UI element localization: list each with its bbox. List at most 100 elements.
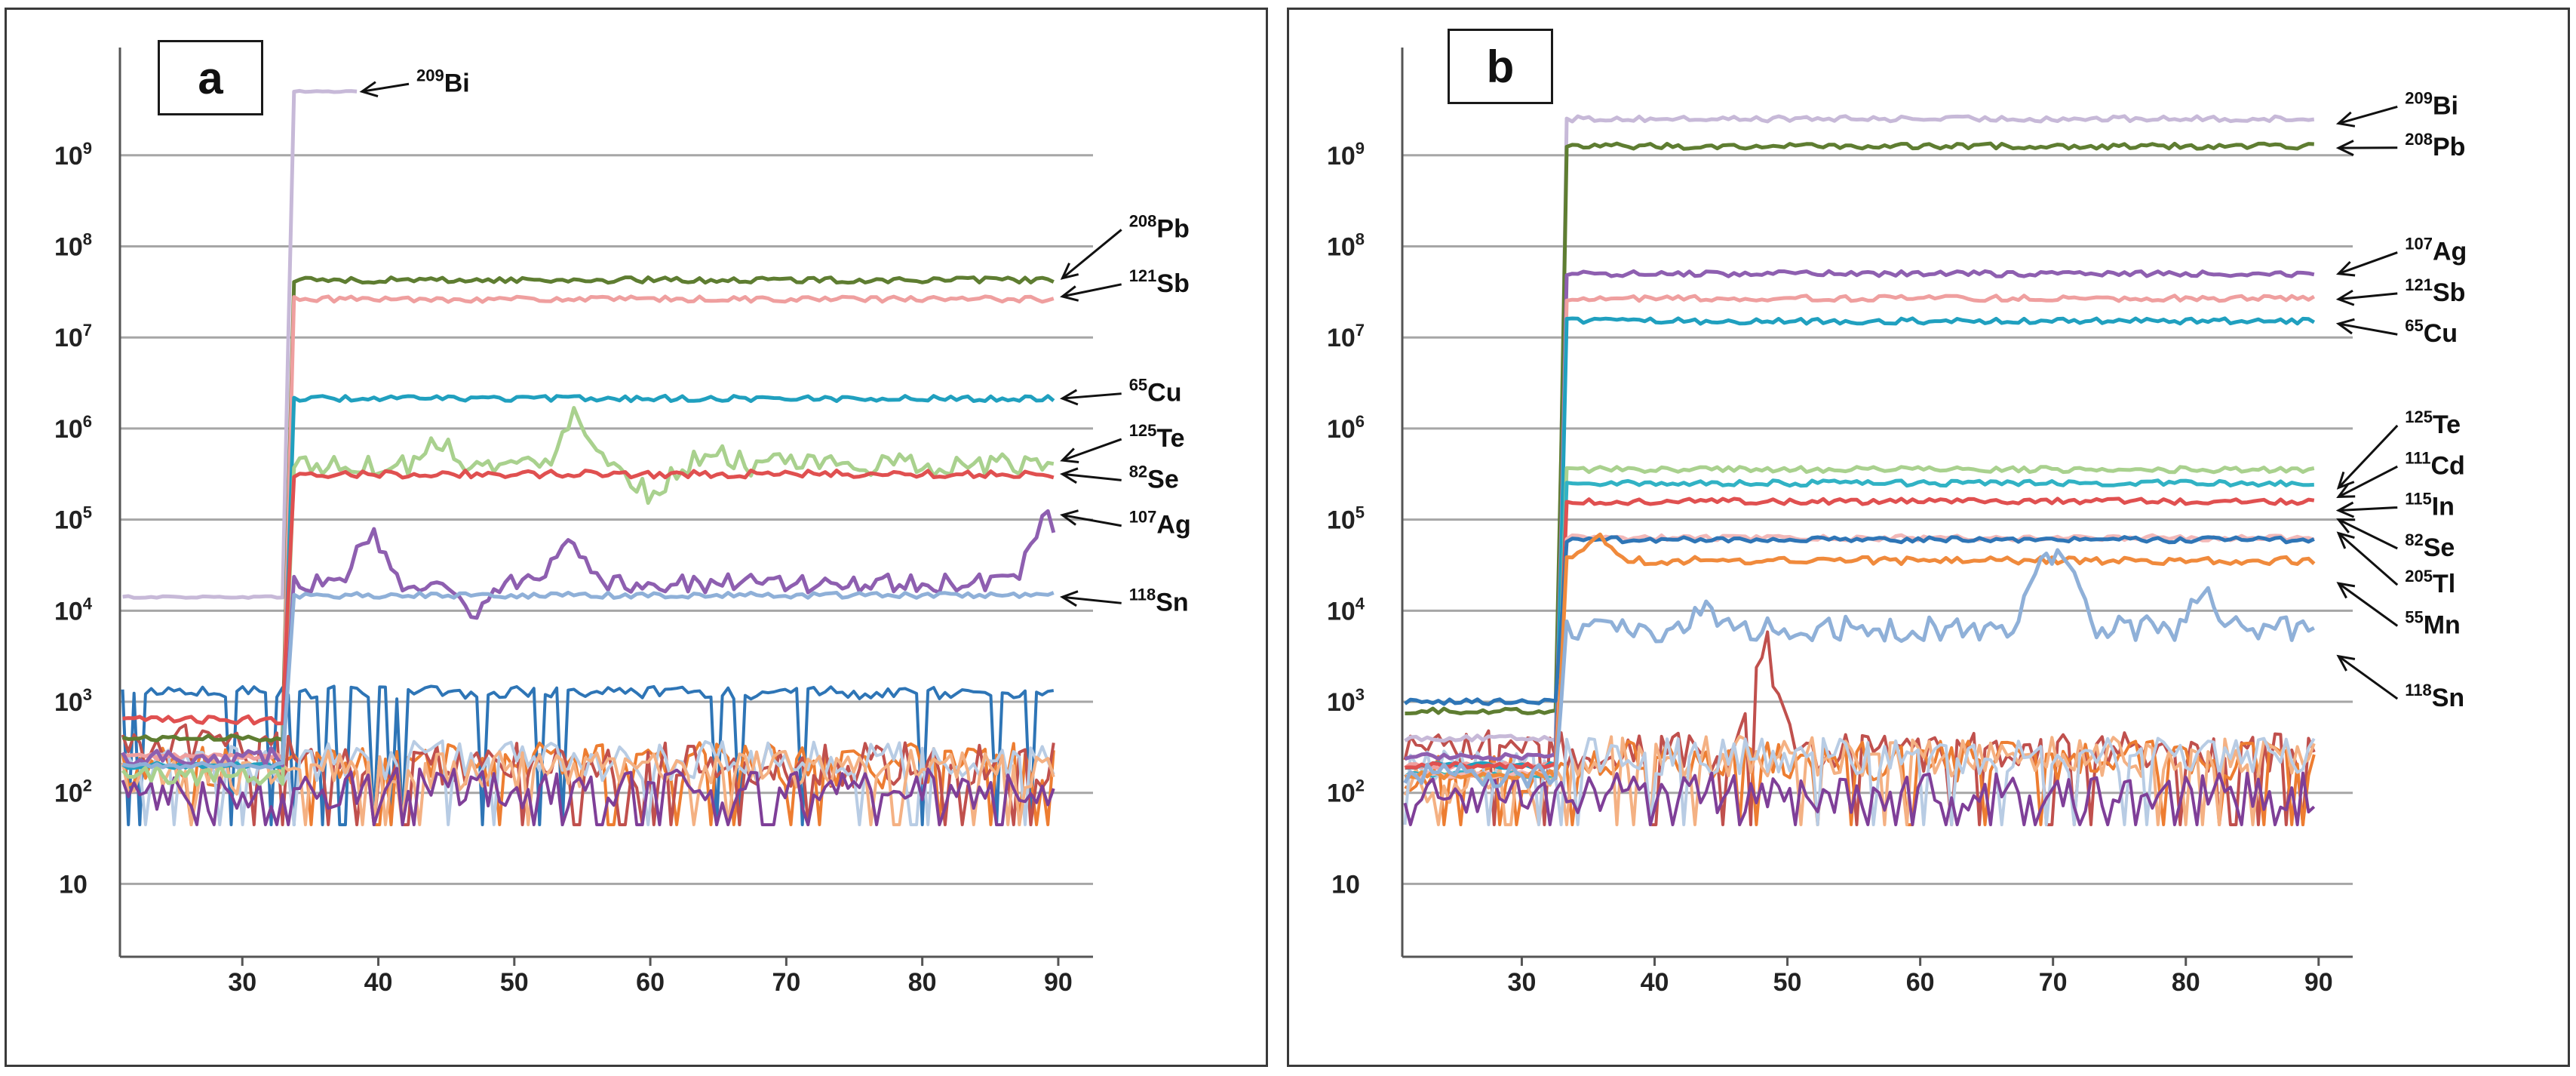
series-line-205Tl [1404,535,2315,706]
annotation-arrow [2338,106,2398,125]
x-tick-label: 40 [364,968,393,997]
annotation-107Ag: 107Ag [1060,508,1191,540]
annotation-label: 125Te [2405,407,2461,439]
annotation-118Sn: 118Sn [1059,585,1189,616]
annotation-label: 118Sn [1129,585,1189,616]
series-line-118Sn [1403,548,2315,789]
annotation-arrowhead [2336,654,2356,672]
annotation-arrow [2338,518,2398,550]
annotation-arrowhead [2335,501,2355,518]
y-tick-label: 105 [54,503,92,535]
x-tick-label: 60 [1906,968,1935,997]
y-tick-label: 109 [54,139,92,171]
annotation-arrowhead [1060,509,1079,526]
annotation-209Bi: 209Bi [359,66,470,97]
annotation-arrowhead [2335,260,2356,277]
annotation-label: 65Cu [1129,376,1182,407]
series-line-121Sb [1404,294,2316,770]
series-line-107Ag [1404,269,2315,761]
annotation-arrow [2338,506,2398,512]
x-tick-label: 30 [228,968,256,997]
annotation-label: 65Cu [2405,316,2458,348]
annotation-arrowhead [2336,582,2356,599]
annotation-arrow [1062,595,1122,604]
x-tick-label: 30 [1508,968,1537,997]
y-tick-label: 108 [1327,229,1365,261]
y-tick-label: 10 [1331,870,1360,899]
annotation-arrow [2338,465,2398,498]
annotation-label: 205Tl [2405,567,2455,598]
y-tick-label: 106 [1327,412,1365,444]
x-tick-label: 80 [2172,968,2200,997]
series-line-55Mn [1405,532,2316,780]
y-tick-label: 104 [54,594,93,626]
panel-a-label: a [158,40,263,115]
annotation-arrow [1062,392,1122,400]
annotation-label: 121Sb [2405,275,2465,307]
x-tick-label: 80 [908,968,937,997]
annotation-107Ag: 107Ag [2335,235,2467,277]
series-line-209Bi [122,88,358,600]
series-line-background [1403,771,2316,826]
annotation-arrowhead [2335,140,2354,156]
y-tick-label: 108 [54,229,92,261]
annotation-208Pb: 208Pb [2335,130,2465,161]
annotation-118Sn: 118Sn [2336,654,2464,712]
annotation-label: 107Ag [2405,235,2467,266]
x-tick-label: 40 [1641,968,1669,997]
annotation-82Se: 82Se [1059,462,1179,493]
annotation-arrowhead [2336,518,2356,533]
x-tick-label: 50 [500,968,529,997]
annotation-arrowhead [1059,590,1079,607]
series-line-125Te [121,406,1055,787]
panel-a: 109 108 107 106 105 104 103 102 10 30 40 50 60 70 80 90… [5,8,1268,1067]
y-tick-label: 104 [1327,594,1365,626]
series-line-121Sb [122,294,1055,761]
annotation-arrowhead [1059,389,1079,406]
annotation-arrow [2338,582,2399,627]
series-line-118Sn [122,590,1055,770]
panel-b-label: b [1448,29,1553,104]
annotation-65Cu: 65Cu [1059,376,1182,407]
x-tick-label: 60 [636,968,665,997]
annotation-arrow [2338,424,2399,489]
annotation-125Te: 125Te [1060,421,1185,463]
annotation-82Se: 82Se [2336,518,2455,562]
annotation-label: 111Cd [2405,448,2465,480]
x-tick-label: 70 [772,968,800,997]
annotation-arrow [2338,655,2399,700]
x-tick-label: 90 [2304,968,2333,997]
y-tick-label: 106 [54,412,92,444]
annotation-121Sb: 121Sb [2335,275,2465,307]
annotation-label: 115In [2405,490,2455,521]
x-tick-label: 70 [2039,968,2068,997]
annotation-arrowhead [1060,263,1079,280]
annotation-arrow [1062,472,1122,481]
annotation-208Pb: 208Pb [1060,211,1190,280]
annotation-arrowhead [1060,285,1079,302]
annotation-arrow [2338,532,2399,586]
annotation-arrow [2338,322,2398,336]
annotation-121Sb: 121Sb [1060,266,1190,302]
annotation-label: 82Se [1129,462,1179,493]
y-tick-label: 103 [1327,685,1365,717]
annotation-arrowhead [2336,482,2356,498]
y-tick-label: 10 [59,870,88,899]
annotation-arrowhead [2335,289,2355,306]
series-line-background [1403,736,2316,826]
x-tick-label: 50 [1773,968,1802,997]
annotation-arrowhead [2336,531,2355,549]
annotation-arrow [2338,251,2398,275]
annotation-arrow [1062,514,1122,527]
annotation-arrow [1062,283,1122,298]
annotation-209Bi: 209Bi [2335,88,2458,128]
annotation-arrowhead [2335,111,2356,128]
chart-a: 109 108 107 106 105 104 103 102 10 30 40 50 60 70 80 90… [54,48,1191,997]
annotation-label: 82Se [2405,530,2455,562]
y-tick-label: 109 [1327,139,1365,171]
annotation-label: 209Bi [416,66,470,97]
x-tick-label: 90 [1044,968,1073,997]
annotation-label: 121Sb [1129,266,1190,298]
annotation-arrowhead [2335,318,2355,335]
y-tick-label: 102 [1327,776,1365,808]
